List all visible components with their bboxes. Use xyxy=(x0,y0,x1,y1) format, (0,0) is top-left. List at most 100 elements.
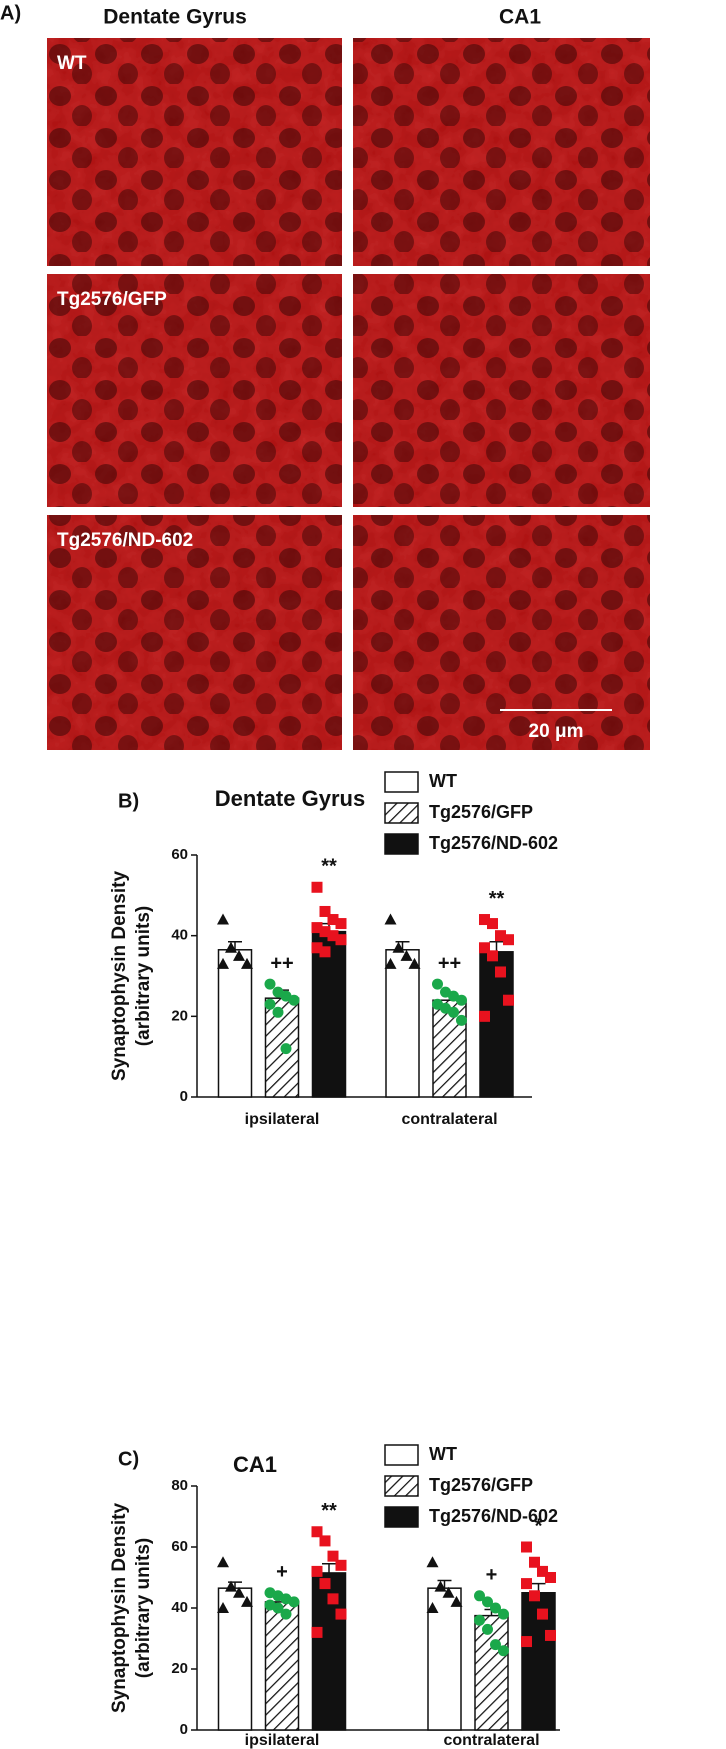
data-point xyxy=(529,1590,540,1602)
data-point xyxy=(434,1580,447,1592)
data-point xyxy=(327,1550,339,1562)
data-point xyxy=(490,1602,501,1614)
row-label: Tg2576/ND-602 xyxy=(57,530,193,551)
data-point xyxy=(311,1626,323,1638)
y-tick-label: 40 xyxy=(171,927,188,944)
x-tick-label: contralateral xyxy=(401,1111,497,1128)
error-bar xyxy=(489,940,504,952)
data-point xyxy=(442,1586,455,1598)
data-point xyxy=(408,957,421,969)
data-point xyxy=(479,942,490,954)
y-tick-label: 80 xyxy=(171,1477,188,1494)
legend-swatch xyxy=(384,802,419,824)
bar xyxy=(217,949,253,1098)
column-header: CA1 xyxy=(499,6,541,29)
data-point xyxy=(498,1608,509,1620)
data-point xyxy=(498,1645,509,1657)
data-point xyxy=(487,950,498,962)
data-point xyxy=(537,1565,548,1577)
data-point xyxy=(241,1595,253,1607)
data-point xyxy=(264,978,276,990)
micrograph-cells xyxy=(47,274,342,507)
legend-label: WT xyxy=(429,771,457,791)
data-point xyxy=(327,930,339,942)
data-point xyxy=(474,1590,485,1602)
error-bar xyxy=(437,1579,452,1589)
data-point xyxy=(241,957,253,969)
data-point xyxy=(456,1014,467,1026)
data-point xyxy=(529,1556,540,1568)
x-tick-label: contralateral xyxy=(443,1732,539,1749)
micrograph-cells xyxy=(47,515,342,750)
y-tick-label: 0 xyxy=(180,1088,188,1105)
data-point xyxy=(335,934,347,946)
data-point xyxy=(327,1593,339,1605)
row-label: WT xyxy=(57,53,87,74)
column-header: Dentate Gyrus xyxy=(103,6,247,29)
data-point xyxy=(384,957,397,969)
data-point xyxy=(537,1608,548,1620)
data-point xyxy=(426,1602,439,1613)
data-point xyxy=(272,1006,284,1018)
data-point xyxy=(288,994,300,1006)
data-point xyxy=(311,1526,323,1538)
panel-a: A) Dentate Gyrus CA1 WT Tg2576/GFP Tg2576/… xyxy=(0,2,650,750)
panel-label: A) xyxy=(0,2,21,24)
legend-swatch xyxy=(384,771,419,793)
data-point xyxy=(503,994,514,1006)
micrograph-cells xyxy=(353,274,650,507)
y-tick-label: 20 xyxy=(171,1007,188,1024)
data-point xyxy=(217,913,229,925)
data-point xyxy=(490,1639,501,1651)
data-point xyxy=(272,1602,284,1614)
data-point xyxy=(426,1556,439,1568)
data-point xyxy=(495,966,506,978)
data-point xyxy=(335,1559,347,1571)
data-point xyxy=(448,1006,459,1018)
bar xyxy=(264,1601,300,1731)
significance-label: + xyxy=(486,1564,498,1586)
data-point xyxy=(521,1636,532,1648)
bar xyxy=(385,949,420,1098)
chart-title: CA1 xyxy=(233,1452,277,1477)
data-point xyxy=(327,914,339,926)
data-point xyxy=(521,1578,532,1590)
significance-label: ** xyxy=(489,888,505,910)
data-point xyxy=(225,1580,237,1592)
data-point xyxy=(482,1623,493,1635)
legend-swatch xyxy=(384,833,419,855)
y-tick-label: 0 xyxy=(180,1721,188,1738)
data-point xyxy=(474,1614,485,1626)
y-axis-label: Synaptophysin Density xyxy=(109,1503,130,1714)
data-point xyxy=(392,941,405,953)
significance-label: ++ xyxy=(438,952,461,974)
data-point xyxy=(456,994,467,1006)
legend-label: WT xyxy=(429,1444,457,1464)
data-point xyxy=(233,949,245,961)
scale-bar-label: 20 μm xyxy=(529,721,584,742)
y-tick-label: 60 xyxy=(171,846,188,863)
significance-label: ** xyxy=(321,1500,337,1522)
x-tick-label: ipsilateral xyxy=(245,1111,320,1128)
micrograph-cells xyxy=(353,38,650,266)
y-axis-label: (arbitrary units) xyxy=(133,906,154,1046)
data-point xyxy=(400,949,413,961)
legend-swatch xyxy=(384,1506,419,1528)
legend-label: Tg2576/GFP xyxy=(429,1475,533,1495)
data-point xyxy=(479,1010,490,1022)
legend-label: Tg2576/ND-602 xyxy=(429,833,558,853)
bar xyxy=(474,1614,509,1731)
legend-swatch xyxy=(384,1475,419,1497)
data-point xyxy=(487,918,498,930)
data-point xyxy=(545,1572,556,1583)
data-point xyxy=(288,1596,300,1608)
significance-label: * xyxy=(535,1515,543,1537)
data-point xyxy=(311,1565,323,1577)
data-point xyxy=(482,1596,493,1608)
data-point xyxy=(225,941,237,953)
data-point xyxy=(432,978,443,990)
legend-label: Tg2576/GFP xyxy=(429,802,533,822)
data-point xyxy=(319,905,331,917)
data-point xyxy=(335,918,347,930)
